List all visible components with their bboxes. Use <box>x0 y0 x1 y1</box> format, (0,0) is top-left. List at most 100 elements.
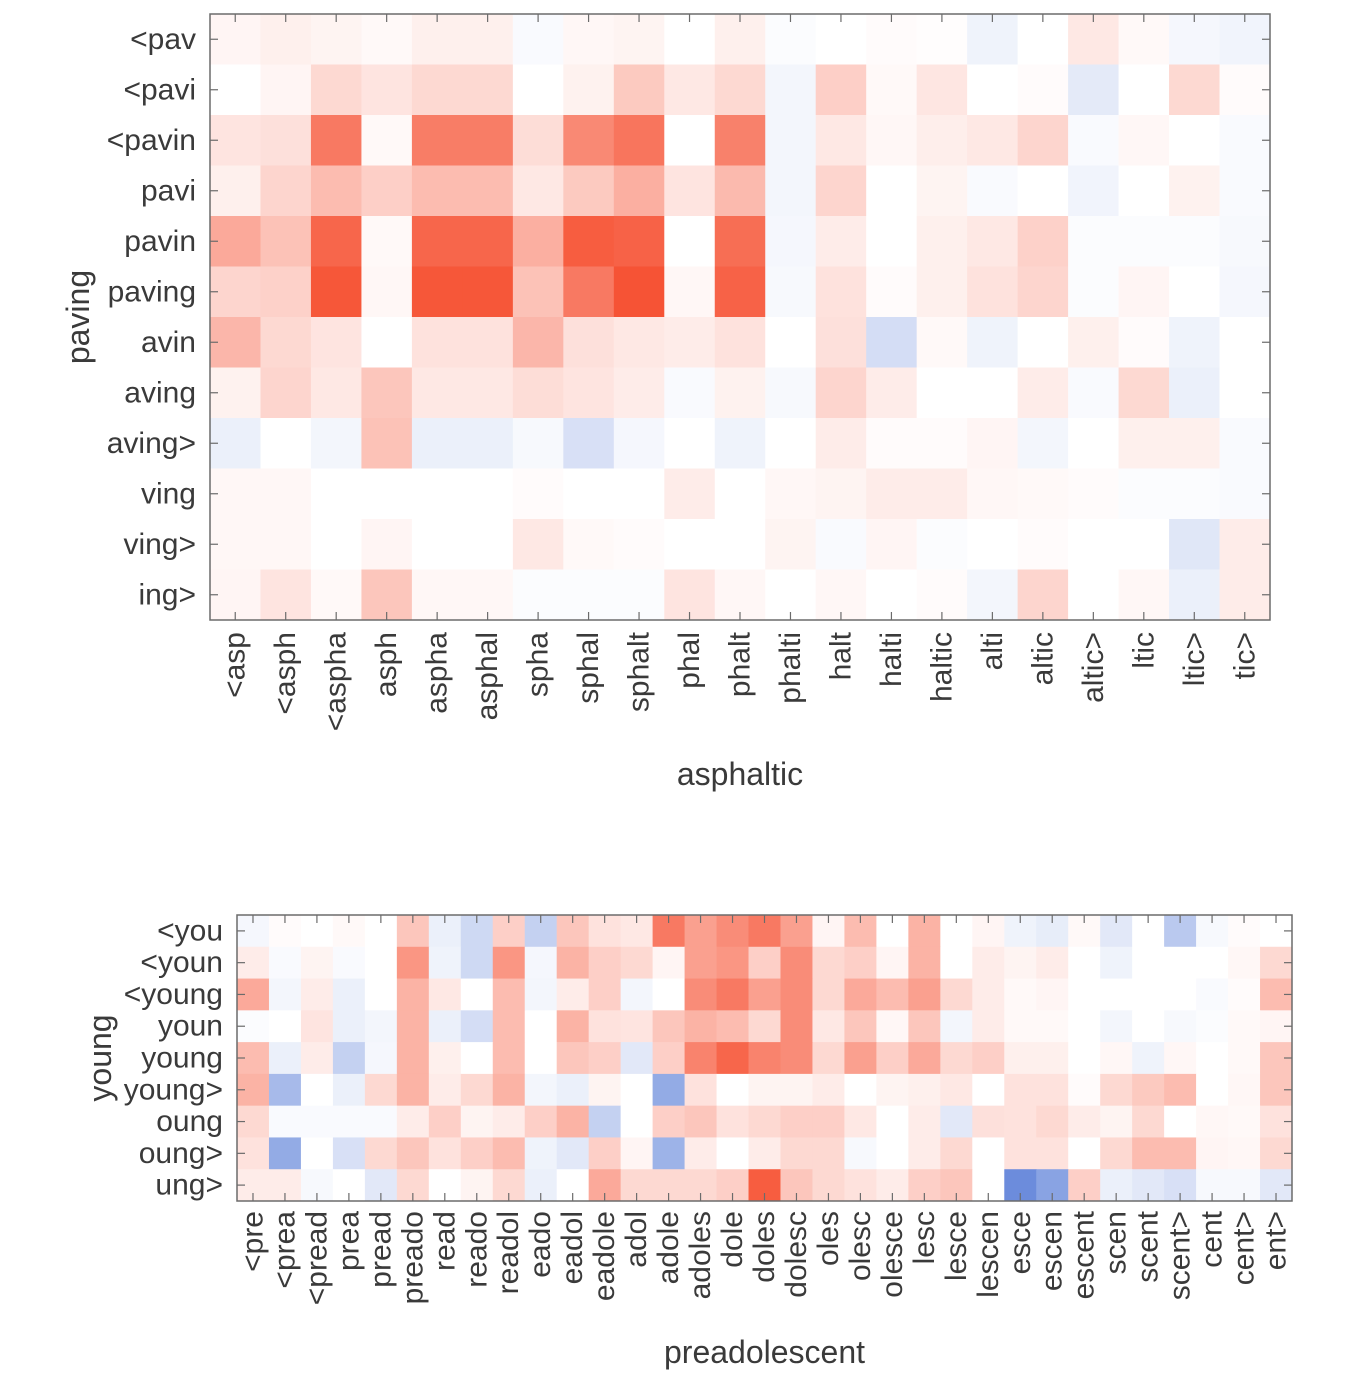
x-tick-label: <asp <box>219 632 252 698</box>
heatmap-cell <box>310 418 362 469</box>
heatmap-cell <box>714 266 766 318</box>
heatmap-cell <box>260 14 312 65</box>
heatmap-cell <box>563 317 615 368</box>
heatmap-cell <box>716 978 750 1011</box>
heatmap-cell <box>684 1073 718 1107</box>
heatmap-cell <box>462 418 514 469</box>
heatmap-cell <box>664 367 716 419</box>
heatmap-cell <box>748 1137 781 1170</box>
heatmap-cell <box>492 1010 526 1043</box>
x-tick-label: ltic> <box>1178 632 1211 686</box>
heatmap-cell <box>411 266 463 318</box>
heatmap-cell <box>940 1042 973 1075</box>
x-axis-label: asphaltic <box>677 756 803 792</box>
heatmap-cell <box>967 64 1019 116</box>
heatmap-cell <box>1068 266 1120 318</box>
heatmap-cell <box>1004 1105 1037 1138</box>
heatmap-cell <box>364 1073 398 1107</box>
heatmap-cell <box>588 1073 622 1107</box>
heatmap-cell <box>411 468 463 520</box>
heatmap-cell <box>844 978 877 1011</box>
heatmap-cell <box>1196 1010 1229 1043</box>
heatmap-cell <box>967 418 1019 469</box>
heatmap-cell <box>556 946 590 980</box>
heatmap-cell <box>765 367 817 419</box>
heatmap-cell <box>967 367 1019 419</box>
x-tick-label: eado <box>524 1211 557 1278</box>
heatmap-cell <box>780 1010 813 1043</box>
x-tick-label: escent <box>1068 1210 1101 1299</box>
heatmap-cell <box>396 1105 430 1138</box>
heatmap-cell <box>411 519 463 570</box>
heatmap-cell <box>310 165 362 217</box>
heatmap-cell <box>664 165 716 217</box>
heatmap-cell <box>916 216 968 267</box>
heatmap-cell <box>462 266 514 318</box>
heatmap-cell <box>1169 165 1221 217</box>
heatmap-cell <box>361 418 413 469</box>
heatmap-cell <box>1169 216 1221 267</box>
heatmap-cell <box>972 1137 1005 1170</box>
heatmap-cell <box>300 1010 334 1043</box>
heatmap-cell <box>361 165 413 217</box>
heatmap-cell <box>1004 946 1037 980</box>
x-tick-label: prea <box>332 1211 365 1271</box>
heatmap-cell <box>588 1137 622 1170</box>
heatmap-cell <box>310 115 362 166</box>
heatmap-cell <box>684 946 718 980</box>
heatmap-cell <box>268 1010 302 1043</box>
heatmap-cell <box>1118 367 1170 419</box>
heatmap-cell <box>972 978 1005 1011</box>
heatmap-cell <box>876 946 909 980</box>
heatmap-cell <box>613 367 665 419</box>
heatmap-cell <box>748 1105 781 1138</box>
heatmap-cell <box>815 165 867 217</box>
x-tick-label: <prea <box>268 1211 301 1289</box>
heatmap-cell <box>748 1010 781 1043</box>
heatmap-cell <box>524 1073 558 1107</box>
heatmap-cell <box>765 216 817 267</box>
heatmap-cell <box>462 519 514 570</box>
heatmap-cell <box>967 266 1019 318</box>
heatmap-cell <box>1068 1137 1101 1170</box>
heatmap-cell <box>866 266 918 318</box>
heatmap-cell <box>866 367 918 419</box>
heatmap-cell <box>512 367 564 419</box>
heatmap-cell <box>462 216 514 267</box>
heatmap-cell <box>1036 946 1069 980</box>
y-tick-label: aving <box>124 376 196 409</box>
heatmap-cell <box>563 115 615 166</box>
x-tick-label: aspha <box>421 632 454 714</box>
x-tick-label: olesce <box>876 1211 909 1298</box>
heatmap-cell <box>967 519 1019 570</box>
x-tick-label: altic> <box>1077 632 1110 703</box>
heatmap-cell <box>462 317 514 368</box>
y-tick-label: ving <box>141 477 196 510</box>
heatmap-cell <box>411 64 463 116</box>
heatmap-cell <box>588 946 622 980</box>
x-tick-label: asph <box>370 632 403 697</box>
heatmap-cell <box>1132 1073 1165 1107</box>
heatmap-cell <box>512 115 564 166</box>
heatmap-cell <box>780 978 813 1011</box>
heatmap-cell <box>1068 165 1120 217</box>
heatmap-cell <box>210 418 261 469</box>
heatmap-cell <box>310 266 362 318</box>
heatmap-cell <box>460 1073 494 1107</box>
heatmap-cell <box>815 519 867 570</box>
heatmap-cell <box>1132 1105 1165 1138</box>
heatmap-cell <box>1228 1010 1261 1043</box>
heatmap-cell <box>972 1105 1005 1138</box>
x-tick-label: preado <box>396 1211 429 1304</box>
heatmap-cell <box>613 266 665 318</box>
heatmap-cell <box>524 946 558 980</box>
heatmap-cell <box>512 317 564 368</box>
heatmap-cell <box>652 946 686 980</box>
x-tick-label: haltic <box>925 632 958 702</box>
heatmap-cell <box>361 519 413 570</box>
heatmap-cell <box>300 1042 334 1075</box>
heatmap-cell <box>492 978 526 1011</box>
heatmap-cell <box>1228 1137 1261 1170</box>
heatmap-cell <box>1100 1073 1133 1107</box>
